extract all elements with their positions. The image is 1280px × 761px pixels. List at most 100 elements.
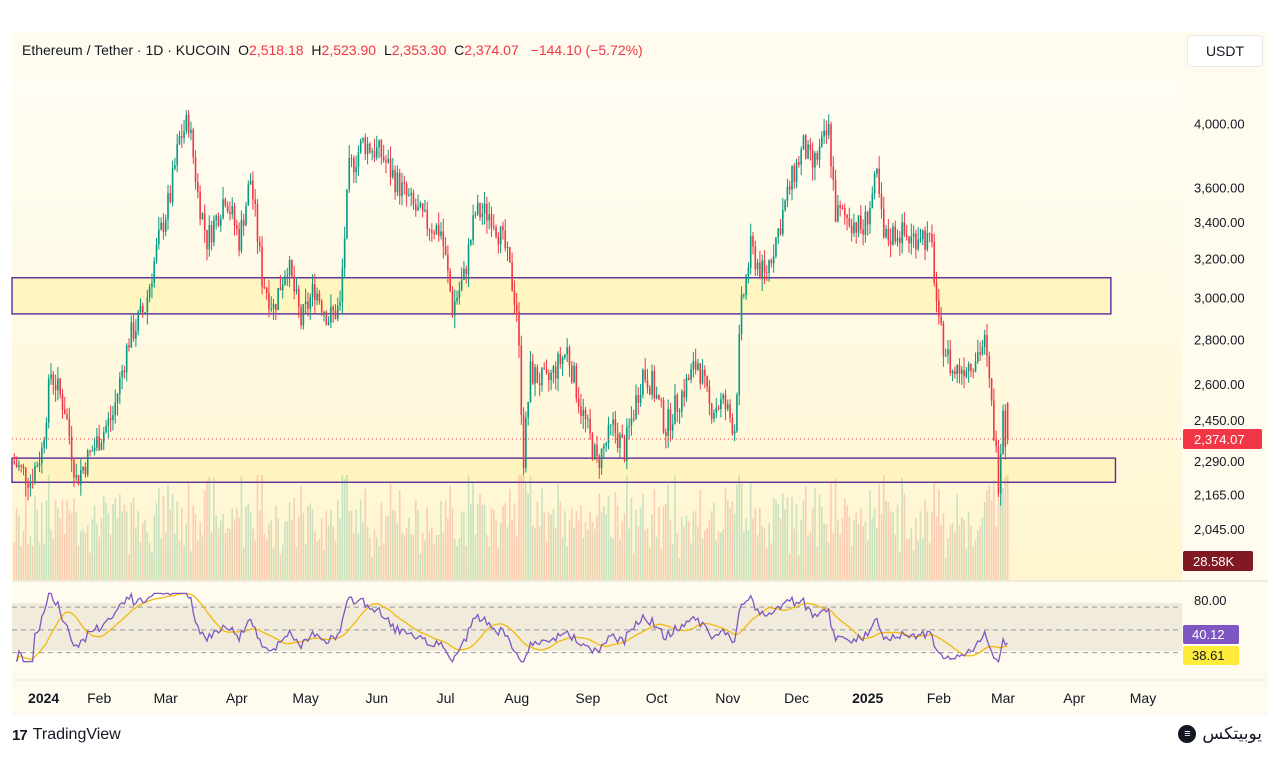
candle-body <box>460 279 463 291</box>
candle-body <box>359 140 362 153</box>
volume-bar <box>272 547 275 580</box>
volume-bar <box>889 510 892 580</box>
candle-body <box>999 453 1002 494</box>
volume-bar <box>726 500 729 580</box>
volume-bar <box>309 503 312 580</box>
candle-body <box>690 369 692 380</box>
candle-body <box>327 322 330 325</box>
volume-bar <box>1004 476 1007 580</box>
volume-bar <box>437 534 440 580</box>
candle-body <box>979 352 981 355</box>
volume-bar <box>568 519 571 580</box>
candle-body <box>311 284 314 298</box>
volume-bar <box>570 509 573 580</box>
candle-body <box>141 305 144 313</box>
candle-body <box>882 209 885 238</box>
candle-body <box>770 260 773 264</box>
volume-bar <box>304 544 307 580</box>
candle-body <box>793 165 796 183</box>
volume-bar <box>330 510 332 580</box>
candle-body <box>36 465 39 467</box>
brand-watermark: یوبیتکس ≡ <box>1178 724 1262 744</box>
candle-body <box>325 312 328 325</box>
candle-body <box>1004 410 1007 447</box>
volume-bar <box>614 491 617 580</box>
volume-bar <box>972 546 975 580</box>
volume-bar <box>598 493 601 580</box>
symbol-title[interactable]: Ethereum / Tether · 1D · KUCOIN <box>22 42 231 58</box>
volume-bar <box>316 541 318 580</box>
currency-button[interactable]: USDT <box>1188 36 1262 66</box>
volume-bar <box>242 547 245 580</box>
volume-bar <box>130 502 133 580</box>
candle-body <box>885 228 887 238</box>
candle-body <box>821 136 823 147</box>
volume-bar <box>609 536 612 580</box>
candle-body <box>109 418 112 420</box>
volume-bar <box>15 507 18 580</box>
candle-body <box>970 363 972 371</box>
volume-bar <box>1002 488 1004 580</box>
volume-bar <box>24 486 27 580</box>
volume-bar <box>974 539 977 580</box>
candle-body <box>125 345 128 373</box>
tradingview-label: TradingView <box>32 726 121 743</box>
volume-bar <box>988 485 991 580</box>
candle-body <box>697 363 699 370</box>
candle-body <box>857 215 860 233</box>
volume-bar <box>107 512 110 580</box>
volume-bar <box>681 516 683 580</box>
candle-body <box>375 147 378 158</box>
volume-tag <box>1183 551 1253 571</box>
candle-body <box>414 203 417 211</box>
volume-bar <box>938 489 940 580</box>
candle-body <box>59 378 61 395</box>
volume-bar <box>830 482 832 580</box>
tradingview-logo[interactable]: 17 TradingView <box>12 726 121 744</box>
candle-body <box>772 256 775 264</box>
candle-body <box>699 363 702 384</box>
volume-bar <box>121 511 123 580</box>
x-tick-label: Oct <box>646 690 668 706</box>
volume-bar <box>800 519 802 580</box>
candle-body <box>706 375 708 387</box>
candle-body <box>873 173 876 194</box>
candle-body <box>174 165 176 169</box>
candle-body <box>330 306 332 323</box>
candle-body <box>777 228 780 238</box>
volume-bar <box>229 529 231 580</box>
volume-bar <box>486 535 488 580</box>
volume-bar <box>112 504 114 580</box>
candle-body <box>671 424 674 431</box>
volume-bar <box>919 511 922 580</box>
candle-body <box>293 276 295 292</box>
volume-bar <box>612 538 614 580</box>
candle-body <box>963 369 965 377</box>
candle-body <box>502 226 504 231</box>
candle-body <box>291 259 293 277</box>
volume-bar <box>589 512 591 580</box>
volume-bar <box>876 528 878 580</box>
volume-bar <box>288 502 291 580</box>
candle-body <box>217 215 220 226</box>
candle-body <box>297 289 300 308</box>
candle-body <box>180 136 183 138</box>
candle-body <box>29 481 32 488</box>
volume-bar <box>593 528 596 580</box>
volume-bar <box>396 523 399 580</box>
volume-bar <box>100 517 103 580</box>
candle-body <box>176 143 178 166</box>
candle-body <box>270 308 273 310</box>
candle-body <box>336 306 339 319</box>
candle-body <box>151 283 153 287</box>
volume-bar <box>80 531 82 580</box>
candle-body <box>894 226 897 242</box>
volume-bar <box>98 536 100 580</box>
candle-body <box>210 225 213 243</box>
candle-body <box>332 306 334 311</box>
candle-body <box>440 231 442 236</box>
volume-bar <box>584 521 587 580</box>
candle-body <box>804 135 807 159</box>
